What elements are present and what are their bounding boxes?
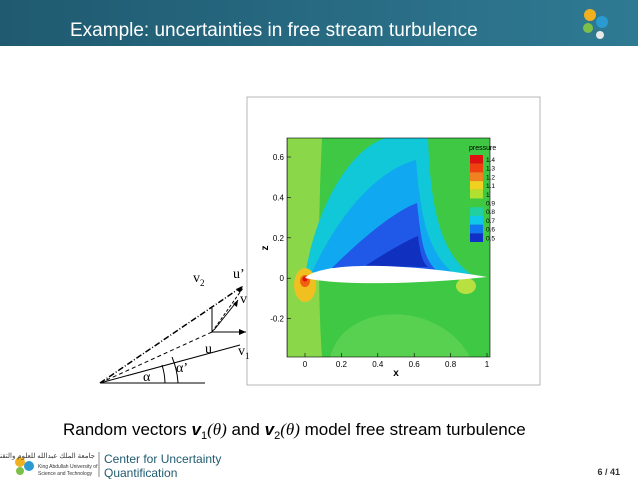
legend-swatch xyxy=(470,198,483,208)
label-v: v xyxy=(240,292,247,307)
label-alpha-prime: α’ xyxy=(176,361,188,376)
caption-sub: 1 xyxy=(201,430,207,442)
page-number: 6 / 41 xyxy=(597,467,620,477)
legend-label: 1.4 xyxy=(486,157,495,164)
arabic-name: جامعة الملك عبدالله للعلوم والتقنية xyxy=(0,452,95,460)
caption-text: model free stream turbulence xyxy=(300,420,526,439)
header-bar xyxy=(0,0,638,46)
legend-swatch xyxy=(470,181,483,190)
caption-vector: v xyxy=(192,420,203,439)
legend-label: 0.9 xyxy=(486,201,495,208)
label-base: v xyxy=(193,271,200,286)
header-logo xyxy=(583,9,608,39)
z-tick-label: 0.4 xyxy=(273,193,285,202)
caption-arg: (θ) xyxy=(207,420,227,439)
legend-label: 1.2 xyxy=(486,174,495,181)
diagram-arrowheads xyxy=(233,286,246,335)
x-tick-label: 0.4 xyxy=(372,360,384,369)
x-tick-label: 1 xyxy=(485,360,490,369)
label-sub: 2 xyxy=(200,278,205,288)
legend-label: 0.8 xyxy=(486,209,495,216)
legend-swatch xyxy=(470,224,483,234)
x-tick-label: 0.8 xyxy=(445,360,457,369)
legend-label: 1.3 xyxy=(486,166,495,173)
plot-border xyxy=(286,137,491,358)
label-v1: v1 xyxy=(238,344,250,361)
label-sub: 1 xyxy=(245,351,250,361)
legend: pressure 1.4 1.31.2 1.1 1 0.90.8 0.7 0.60.5 xyxy=(469,145,496,242)
contour-field xyxy=(287,138,490,357)
z-tick-label: 0 xyxy=(280,274,285,283)
label-base: v xyxy=(238,344,245,359)
kaust-logo xyxy=(15,457,34,475)
legend-label: 1.1 xyxy=(486,183,495,190)
caption-sub: 2 xyxy=(274,430,280,442)
label-u-prime: u’ xyxy=(233,267,245,282)
z-tick-label: -0.2 xyxy=(270,315,284,324)
legend-label: 0.6 xyxy=(486,227,495,234)
x-axis-label: x xyxy=(393,368,399,379)
legend-swatch xyxy=(470,172,483,182)
legend-label: 0.5 xyxy=(486,235,495,242)
caption-text: and xyxy=(227,420,265,439)
label-v2: v2 xyxy=(193,271,205,288)
legend-swatch xyxy=(470,215,483,225)
legend-swatch xyxy=(470,155,483,164)
caption-arg: (θ) xyxy=(280,420,300,439)
university-line: King Abdullah University of xyxy=(38,464,98,470)
legend-label: 0.7 xyxy=(486,218,495,225)
slide-title: Example: uncertainties in free stream tu… xyxy=(70,20,478,41)
caption-vector: v xyxy=(265,420,276,439)
caption-text: Random vectors xyxy=(63,420,192,439)
label-alpha: α xyxy=(143,370,151,385)
vector-diagram xyxy=(99,285,246,384)
x-tick-label: 0.6 xyxy=(409,360,421,369)
caption: Random vectors v1(θ) and v2(θ) model fre… xyxy=(63,420,526,442)
center-name: Center for Uncertainty xyxy=(104,452,221,466)
legend-swatch xyxy=(470,163,483,173)
legend-label: 1 xyxy=(486,192,490,199)
z-tick-label: 0.2 xyxy=(273,234,285,243)
legend-swatch xyxy=(470,233,483,242)
x-tick-label: 0.2 xyxy=(336,360,348,369)
legend-swatch xyxy=(470,207,483,216)
legend-title: pressure xyxy=(469,145,496,152)
legend-swatch xyxy=(470,189,483,199)
university-line: Science and Technology xyxy=(38,471,93,477)
z-axis-label: z xyxy=(260,246,271,251)
z-tick-label: 0.6 xyxy=(273,153,285,162)
x-tick-label: 0 xyxy=(303,360,308,369)
label-u: u xyxy=(205,342,212,357)
center-name: Quantification xyxy=(104,466,177,479)
